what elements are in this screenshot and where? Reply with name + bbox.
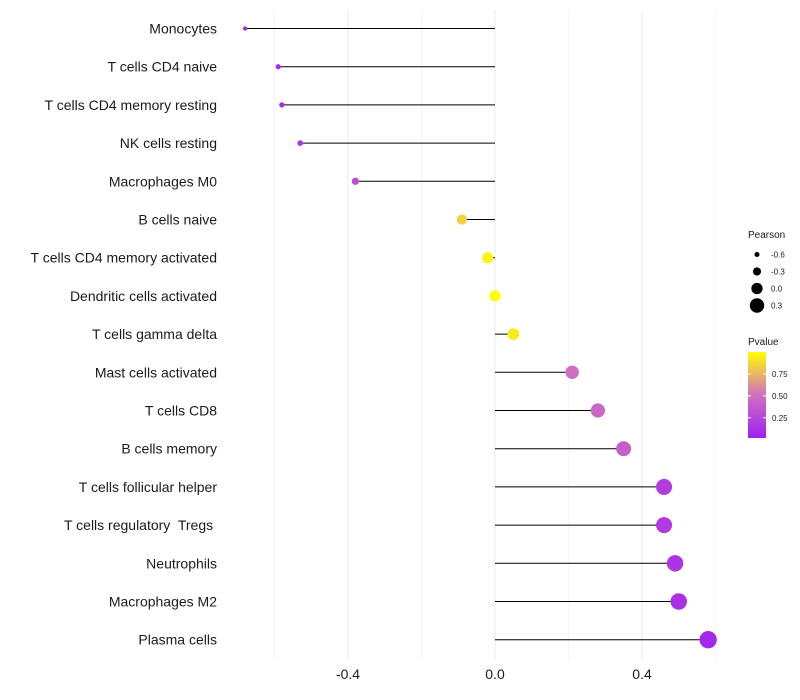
category-label: Monocytes bbox=[149, 21, 217, 37]
category-label: T cells CD4 memory activated bbox=[31, 250, 217, 266]
pearson-legend-title: Pearson bbox=[748, 230, 785, 241]
lollipop-point bbox=[482, 252, 494, 264]
category-label: NK cells resting bbox=[120, 135, 217, 151]
pvalue-legend-title: Pvalue bbox=[748, 337, 779, 348]
category-label: Plasma cells bbox=[138, 632, 217, 648]
pearson-legend-label: 0.3 bbox=[771, 302, 783, 311]
category-label: Dendritic cells activated bbox=[70, 288, 217, 304]
lollipop-point bbox=[670, 593, 687, 610]
category-label: T cells CD4 naive bbox=[108, 59, 218, 75]
category-label: T cells CD4 memory resting bbox=[45, 97, 217, 113]
x-tick-label: 0.4 bbox=[632, 666, 652, 682]
lollipop-point bbox=[279, 102, 285, 108]
lollipop-point bbox=[275, 64, 281, 70]
pvalue-legend-label: 0.50 bbox=[772, 392, 788, 401]
category-label: Macrophages M0 bbox=[109, 173, 217, 189]
category-label: T cells follicular helper bbox=[79, 479, 218, 495]
lollipop-point bbox=[666, 555, 684, 572]
pearson-size-legend: Pearson -0.6 -0.3 0.0 0.3 bbox=[748, 230, 785, 313]
category-label: B cells naive bbox=[138, 212, 217, 228]
lollipop-point bbox=[590, 403, 606, 418]
pearson-legend-label: -0.6 bbox=[771, 251, 785, 260]
lollipop-point bbox=[565, 365, 579, 380]
x-tick-label: -0.4 bbox=[336, 666, 360, 682]
lollipop-point bbox=[456, 214, 468, 225]
pearson-legend-label: -0.3 bbox=[771, 268, 785, 277]
lollipop-point bbox=[507, 328, 520, 340]
lollipop-point bbox=[351, 177, 360, 185]
pvalue-color-legend: Pvalue 0.25 0.50 0.75 bbox=[748, 337, 788, 438]
x-tick-label: 0.0 bbox=[485, 666, 505, 682]
pvalue-colorbar bbox=[748, 352, 766, 438]
category-label: Mast cells activated bbox=[95, 364, 217, 380]
lollipop-stems bbox=[245, 28, 709, 641]
pearson-legend-key bbox=[749, 298, 765, 313]
pearson-legend-label: 0.0 bbox=[771, 285, 783, 294]
lollipop-point bbox=[656, 517, 673, 534]
category-label: T cells CD8 bbox=[145, 403, 217, 419]
pvalue-legend-label: 0.75 bbox=[772, 370, 788, 379]
category-labels: Monocytes T cells CD4 naive T cells CD4 me… bbox=[31, 21, 218, 648]
pvalue-legend-label: 0.25 bbox=[772, 414, 788, 423]
x-axis-ticks: -0.4 0.0 0.4 bbox=[336, 666, 652, 682]
pearson-legend-key bbox=[751, 282, 763, 295]
lollipop-points bbox=[243, 26, 717, 649]
lollipop-point bbox=[699, 631, 717, 649]
lollipop-point bbox=[489, 290, 501, 302]
category-label: T cells regulatory Tregs bbox=[64, 517, 217, 533]
lollipop-point bbox=[656, 478, 673, 495]
category-label: Macrophages M2 bbox=[109, 594, 217, 610]
lollipop-point bbox=[297, 140, 304, 146]
category-label: B cells memory bbox=[121, 441, 217, 457]
lollipop-point bbox=[616, 441, 632, 457]
pearson-legend-key bbox=[754, 251, 760, 258]
lollipop-point bbox=[243, 26, 248, 31]
category-label: Neutrophils bbox=[146, 555, 217, 571]
pearson-legend-key bbox=[752, 267, 762, 276]
gridlines bbox=[274, 10, 716, 660]
category-label: T cells gamma delta bbox=[92, 326, 217, 342]
